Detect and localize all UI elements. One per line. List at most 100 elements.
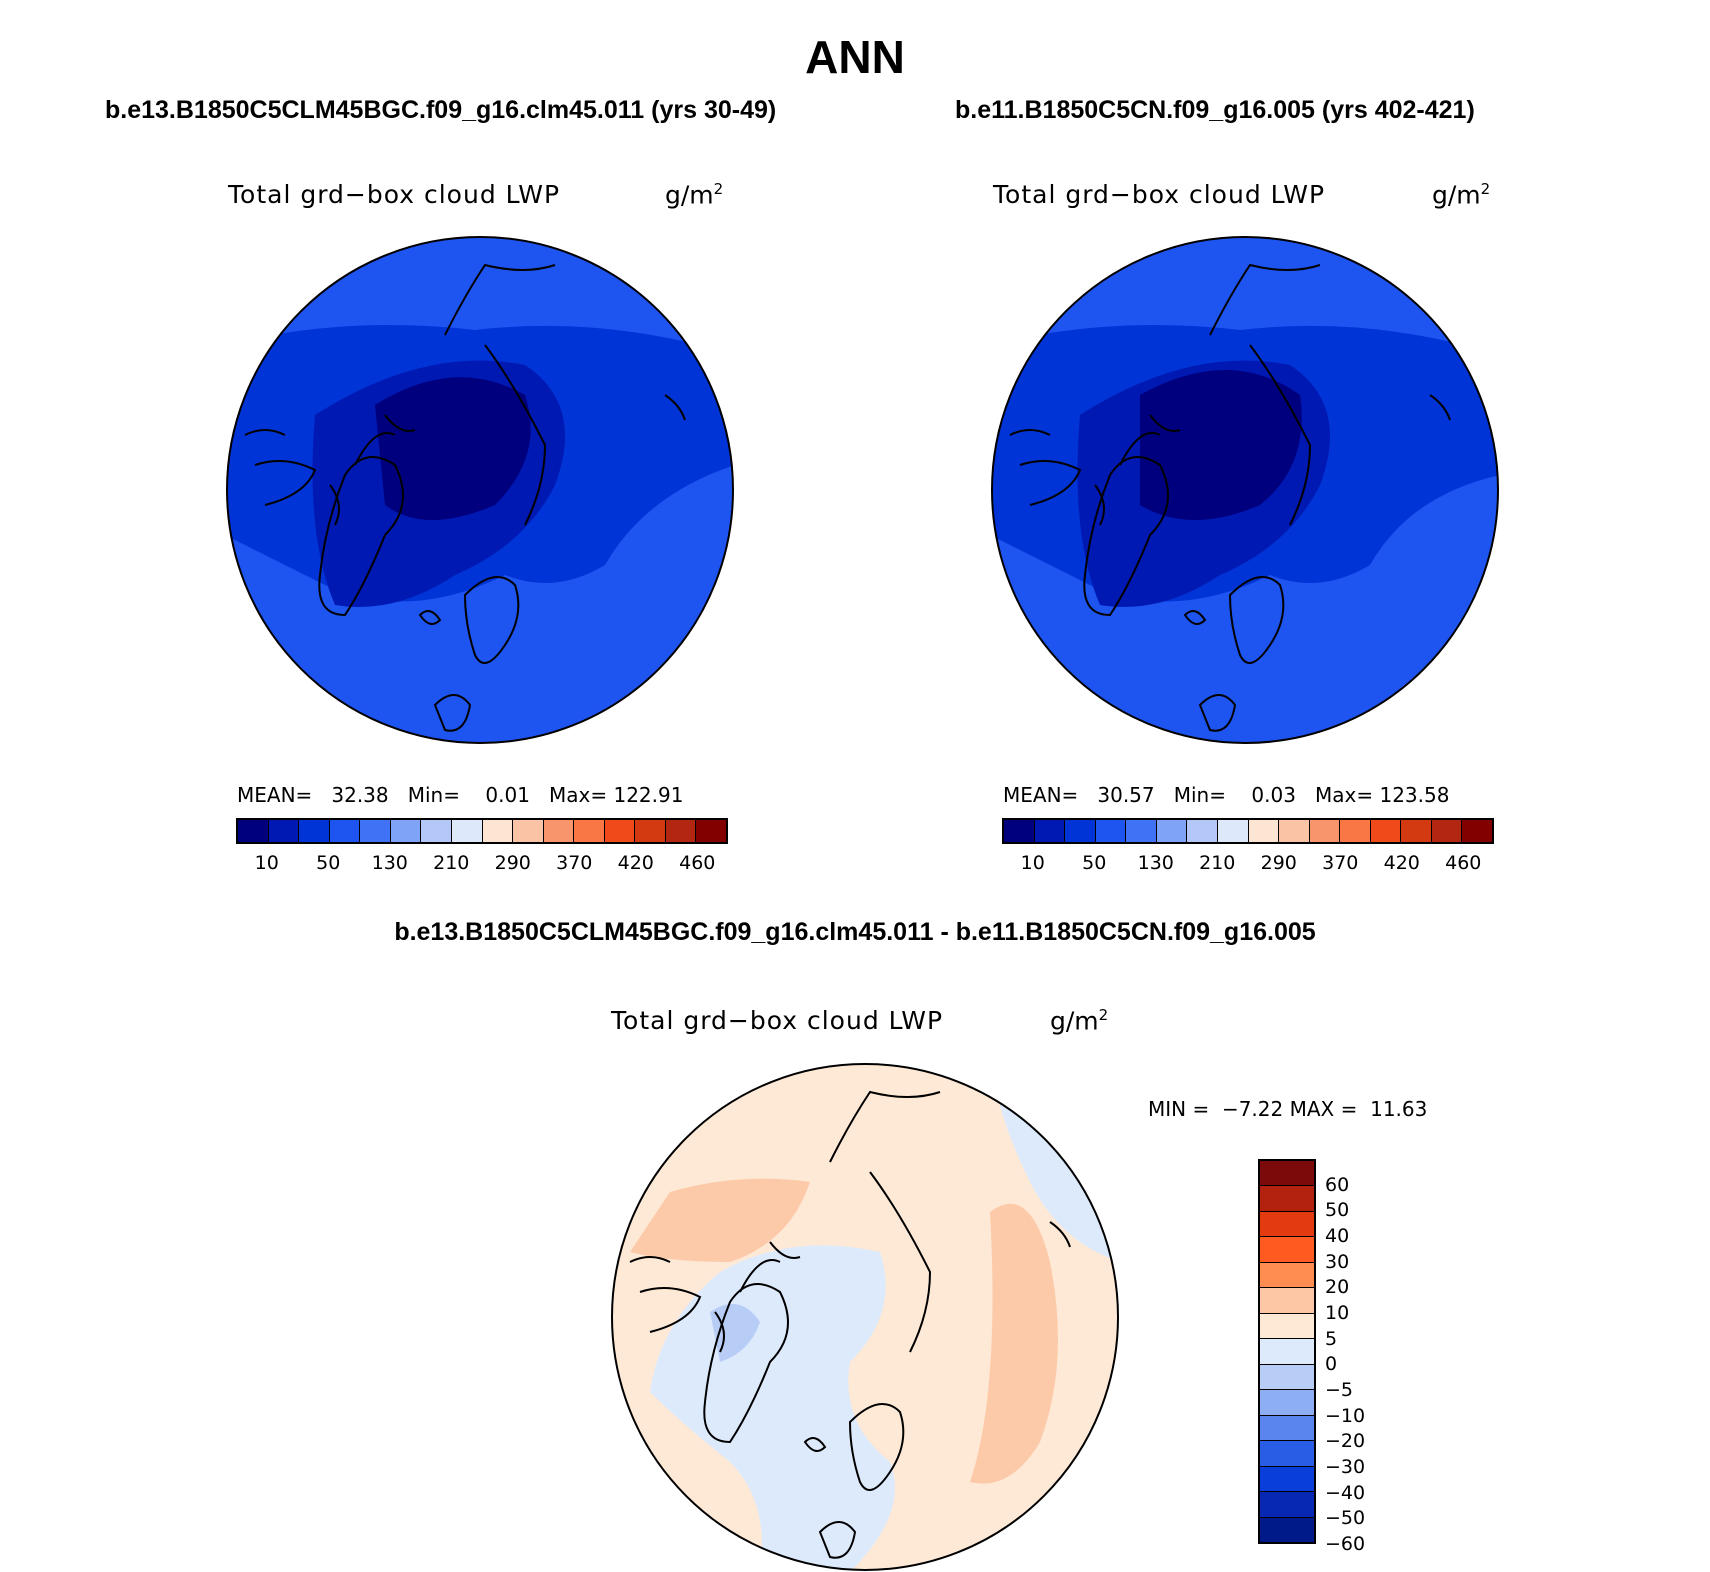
right-mean-label: MEAN= bbox=[1003, 783, 1079, 807]
diff-colorbar-swatch bbox=[1260, 1466, 1314, 1493]
difference-title: b.e13.B1850C5CLM45BGC.f09_g16.clm45.011 … bbox=[394, 918, 1316, 946]
left-colorbar-tick-label: 130 bbox=[371, 852, 408, 874]
diff-colorbar-swatch bbox=[1260, 1313, 1314, 1340]
diff-contour-neg-center bbox=[650, 1245, 895, 1570]
diff-colorbar-tick-label: 40 bbox=[1325, 1225, 1350, 1247]
right-coastlines bbox=[1009, 263, 1451, 732]
figure-title: ANN bbox=[805, 31, 905, 83]
left-colorbar-tick-label: 210 bbox=[433, 852, 470, 874]
right-polar-map bbox=[991, 236, 1499, 744]
left-colorbar-tick-label: 370 bbox=[556, 852, 593, 874]
left-colorbar-tick-label: 290 bbox=[494, 852, 531, 874]
left-units-label: g/m2 bbox=[665, 180, 724, 210]
diff-colorbar-tick-label: 5 bbox=[1325, 1327, 1338, 1350]
diff-colorbar-swatch bbox=[1260, 1237, 1314, 1263]
right-variable-label: Total grd−box cloud LWP bbox=[993, 180, 1326, 209]
left-colorbar-labels: 10 50 130 210 290 370 420 460 bbox=[236, 852, 728, 878]
left-contour-min bbox=[375, 377, 531, 520]
right-colorbar-swatch bbox=[1340, 820, 1371, 842]
right-case-title: b.e11.B1850C5CN.f09_g16.005 (yrs 402-421… bbox=[955, 96, 1475, 124]
diff-colorbar-tick-label: 20 bbox=[1325, 1276, 1350, 1299]
right-colorbar-swatch bbox=[1431, 820, 1463, 842]
right-colorbar-swatch bbox=[1217, 820, 1249, 842]
left-colorbar-swatch bbox=[543, 820, 575, 842]
right-colorbar-swatch bbox=[1095, 820, 1127, 842]
right-colorbar-swatch bbox=[1462, 820, 1492, 842]
diff-colorbar-tick-label: −5 bbox=[1325, 1379, 1354, 1401]
diff-colorbar-tick-label: −10 bbox=[1325, 1404, 1366, 1427]
left-colorbar-swatch bbox=[513, 820, 544, 842]
diff-colorbar-tick-label: −40 bbox=[1325, 1481, 1366, 1504]
right-max-label: Max= bbox=[1315, 783, 1374, 807]
right-units-label: g/m2 bbox=[1432, 180, 1491, 210]
left-colorbar-tick-label: 460 bbox=[679, 852, 716, 874]
diff-colorbar-swatch bbox=[1260, 1211, 1314, 1238]
left-colorbar-swatch bbox=[421, 820, 452, 842]
right-colorbar-swatch bbox=[1004, 820, 1035, 842]
left-colorbar-swatch bbox=[238, 820, 269, 842]
right-colorbar-tick-label: 420 bbox=[1383, 852, 1420, 874]
diff-colorbar-tick-label: 50 bbox=[1325, 1199, 1350, 1222]
diff-colorbar-swatch bbox=[1260, 1517, 1314, 1543]
diff-colorbar-tick-label: 60 bbox=[1325, 1173, 1350, 1196]
left-colorbar-swatch bbox=[390, 820, 422, 842]
left-colorbar bbox=[236, 818, 728, 844]
right-min-value: 0.03 bbox=[1251, 783, 1296, 807]
left-colorbar-swatch bbox=[574, 820, 605, 842]
diff-colorbar-tick-label: −60 bbox=[1325, 1533, 1366, 1555]
diff-colorbar-tick-label: 30 bbox=[1325, 1250, 1350, 1273]
right-contour-min bbox=[1140, 370, 1302, 520]
left-max-label: Max= bbox=[549, 783, 608, 807]
left-min-label: Min= bbox=[407, 783, 460, 807]
left-colorbar-swatch bbox=[696, 820, 726, 842]
diff-variable-label: Total grd−box cloud LWP bbox=[611, 1006, 944, 1035]
left-colorbar-swatch bbox=[665, 820, 697, 842]
diff-contour-neg-nw bbox=[612, 1064, 690, 1145]
right-max-value: 123.58 bbox=[1379, 783, 1450, 807]
left-polar-map bbox=[226, 236, 734, 744]
diff-colorbar-swatch bbox=[1260, 1288, 1314, 1314]
left-max-value: 122.91 bbox=[613, 783, 684, 807]
diff-contour-pos-west bbox=[630, 1178, 810, 1262]
diff-colorbar-swatch bbox=[1260, 1492, 1314, 1518]
left-colorbar-swatch bbox=[360, 820, 391, 842]
diff-colorbar-tick-label: −20 bbox=[1325, 1430, 1366, 1453]
difference-polar-map bbox=[611, 1063, 1119, 1571]
right-colorbar-tick-label: 370 bbox=[1322, 852, 1359, 874]
left-variable-label: Total grd−box cloud LWP bbox=[228, 180, 561, 209]
right-colorbar-swatch bbox=[1279, 820, 1310, 842]
left-colorbar-swatch bbox=[604, 820, 636, 842]
diff-min-label: MIN = bbox=[1148, 1097, 1210, 1121]
right-colorbar-swatch bbox=[1309, 820, 1341, 842]
diff-contour-pos-east bbox=[970, 1203, 1058, 1484]
left-colorbar-swatch bbox=[482, 820, 514, 842]
right-colorbar-tick-label: 10 bbox=[1020, 852, 1045, 874]
right-colorbar-swatch bbox=[1156, 820, 1188, 842]
diff-colorbar-labels: 60 50 40 30 20 10 5 0 −5 −10 −20 −30 −40 −50 −60 bbox=[1325, 1159, 1405, 1555]
right-colorbar-swatch bbox=[1065, 820, 1096, 842]
left-stats: MEAN= 32.38 Min= 0.01 Max= 122.91 bbox=[237, 783, 683, 807]
left-colorbar-swatch bbox=[451, 820, 483, 842]
left-mean-value: 32.38 bbox=[331, 783, 389, 807]
right-colorbar-swatch bbox=[1187, 820, 1218, 842]
left-case-title: b.e13.B1850C5CLM45BGC.f09_g16.clm45.011 … bbox=[105, 96, 777, 124]
diff-colorbar-swatch bbox=[1260, 1415, 1314, 1442]
diff-colorbar bbox=[1258, 1159, 1316, 1544]
diff-units-label: g/m2 bbox=[1050, 1006, 1109, 1036]
right-colorbar-tick-label: 290 bbox=[1260, 852, 1297, 874]
diff-colorbar-tick-label: 0 bbox=[1325, 1353, 1338, 1376]
diff-colorbar-swatch bbox=[1260, 1441, 1314, 1467]
right-colorbar bbox=[1002, 818, 1494, 844]
left-colorbar-swatch bbox=[299, 820, 330, 842]
right-colorbar-tick-label: 50 bbox=[1082, 852, 1107, 874]
diff-colorbar-tick-label: 10 bbox=[1325, 1302, 1350, 1324]
diff-colorbar-swatch bbox=[1260, 1364, 1314, 1391]
right-stats: MEAN= 30.57 Min= 0.03 Max= 123.58 bbox=[1003, 783, 1449, 807]
diff-colorbar-swatch bbox=[1260, 1390, 1314, 1416]
diff-min-value: −7.22 bbox=[1221, 1097, 1284, 1121]
left-colorbar-tick-label: 420 bbox=[617, 852, 654, 874]
left-map-border bbox=[226, 236, 734, 744]
diff-max-value: 11.63 bbox=[1370, 1097, 1428, 1121]
diff-colorbar-tick-label: −50 bbox=[1325, 1507, 1366, 1530]
left-colorbar-tick-label: 10 bbox=[254, 852, 279, 874]
